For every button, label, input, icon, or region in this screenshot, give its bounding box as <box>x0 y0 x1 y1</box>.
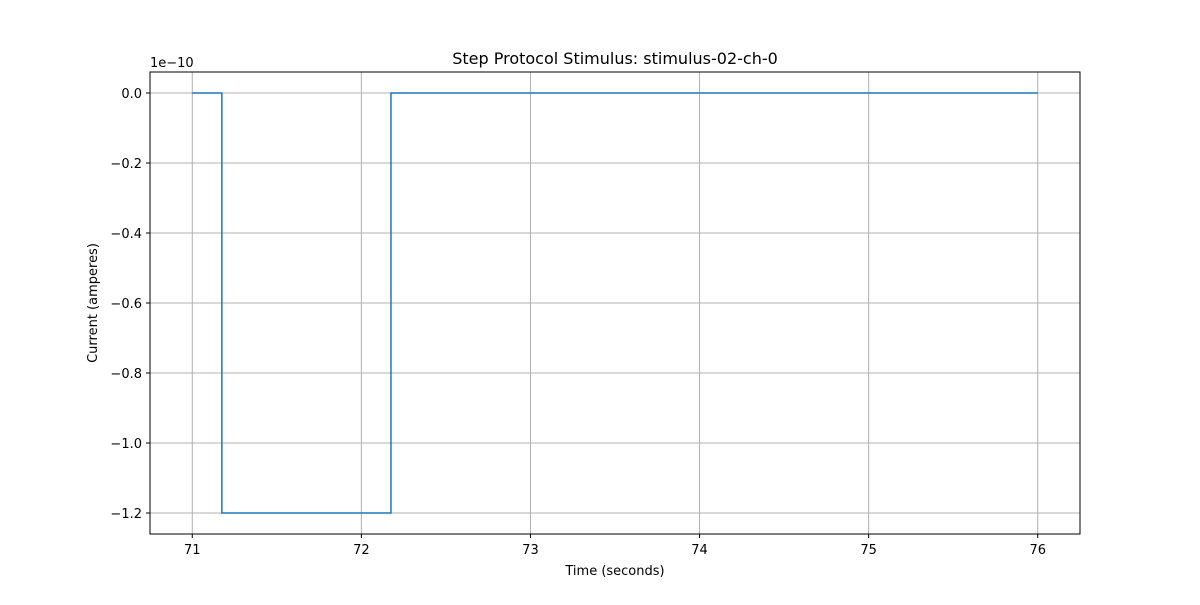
x-tick-label: 73 <box>522 543 539 558</box>
y-tick-label: −0.4 <box>110 227 142 242</box>
series-point <box>192 92 193 93</box>
series-layer <box>192 92 1038 514</box>
y-axis-offset-label: 1e−10 <box>150 56 194 71</box>
y-tick-label: −0.8 <box>110 367 142 382</box>
y-tick-label: −1.2 <box>110 507 142 522</box>
x-tick-label: 75 <box>860 543 877 558</box>
y-tick-label: −0.6 <box>110 297 142 312</box>
y-tick-label: −0.2 <box>110 157 142 172</box>
x-tick-label: 76 <box>1029 543 1046 558</box>
x-tick-label: 74 <box>691 543 708 558</box>
series-point <box>390 92 391 93</box>
tick-layer: 71 72 73 74 75 76 0.0 −0.2 −0.4 −0.6 −0.8 −1.0 −1.2 <box>110 87 1046 558</box>
x-tick-label: 72 <box>353 543 370 558</box>
x-tick-label: 71 <box>184 543 201 558</box>
series-point <box>221 512 222 513</box>
chart-title: Step Protocol Stimulus: stimulus-02-ch-0 <box>452 49 778 68</box>
x-axis-label: Time (seconds) <box>564 564 664 579</box>
y-axis-label: Current (amperes) <box>86 243 101 363</box>
series-line <box>192 92 1038 514</box>
grid-layer <box>150 72 1080 534</box>
y-tick-label: 0.0 <box>121 87 142 102</box>
y-tick-label: −1.0 <box>110 437 142 452</box>
series-point <box>221 92 222 93</box>
series-point <box>1037 92 1038 93</box>
series-point <box>390 512 391 513</box>
